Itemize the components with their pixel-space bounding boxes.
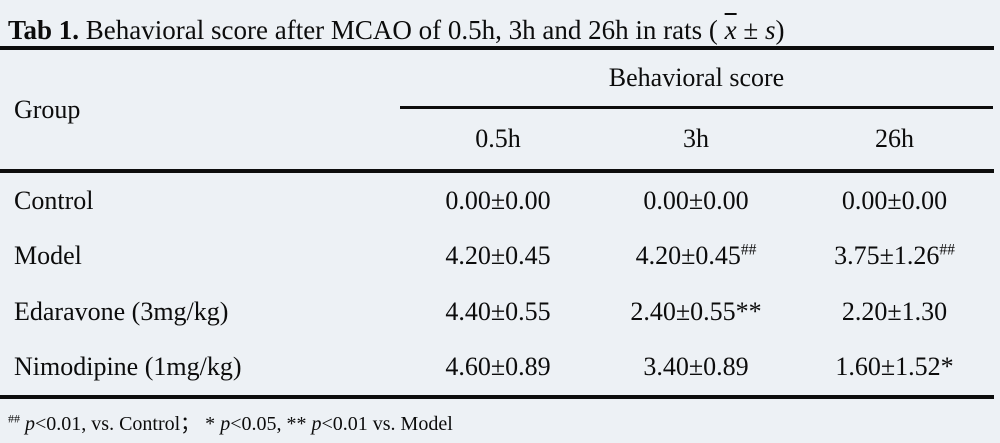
cell-value: 3.40±0.89 [643,352,749,382]
row-group-label: Control [14,185,94,215]
table-title: Tab 1. Behavioral score after MCAO of 0.… [8,15,785,45]
group-column-header: Group [14,94,81,124]
cell-value: 4.20±0.45## [635,241,757,271]
table-row-nimodipine: Nimodipine (1mg/kg) 4.60±0.89 3.40±0.89 … [0,340,1000,396]
cell-value: 3.75±1.26## [834,241,955,271]
column-header-3h: 3h [683,124,709,153]
table-row-edaravone: Edaravone (3mg/kg) 4.40±0.55 2.40±0.55**… [0,284,1000,340]
cell-value: 4.60±0.89 [445,352,551,382]
row-group-label: Model [14,241,82,271]
column-header-0-5h: 0.5h [475,124,521,153]
cell-value: 0.00±0.00 [643,185,749,215]
cell-value: 2.40±0.55** [630,296,762,326]
table-body: Control 0.00±0.00 0.00±0.00 0.00±0.00 Mo… [0,173,1000,395]
top-rule [0,46,994,50]
cell-value: 1.60±1.52* [835,352,954,382]
table-row-model: Model 4.20±0.45 4.20±0.45## 3.75±1.26## [0,229,1000,285]
cell-value: 4.20±0.45 [445,241,551,271]
time-column-headers: 0.5h 3h 26h [400,109,993,169]
row-group-label: Edaravone (3mg/kg) [14,296,229,326]
significance-footnote: ## p<0.01, vs. Control； * p<0.05, ** p<0… [8,411,453,435]
cell-value: 0.00±0.00 [841,185,948,215]
span-header-rule [400,106,993,109]
bottom-rule [0,395,994,399]
cell-value: 4.40±0.55 [445,296,551,326]
column-header-26h: 26h [875,124,914,153]
cell-value: 0.00±0.00 [445,185,551,215]
cell-value: 2.20±1.30 [841,296,948,326]
span-header-behavioral-score: Behavioral score [608,63,785,92]
header-body-rule [0,169,994,173]
table-row-control: Control 0.00±0.00 0.00±0.00 0.00±0.00 [0,173,1000,229]
table-header: Group Behavioral score 0.5h 3h 26h [0,50,1000,169]
behavioral-score-span: Behavioral score 0.5h 3h 26h [400,50,993,169]
row-group-label: Nimodipine (1mg/kg) [14,352,242,382]
